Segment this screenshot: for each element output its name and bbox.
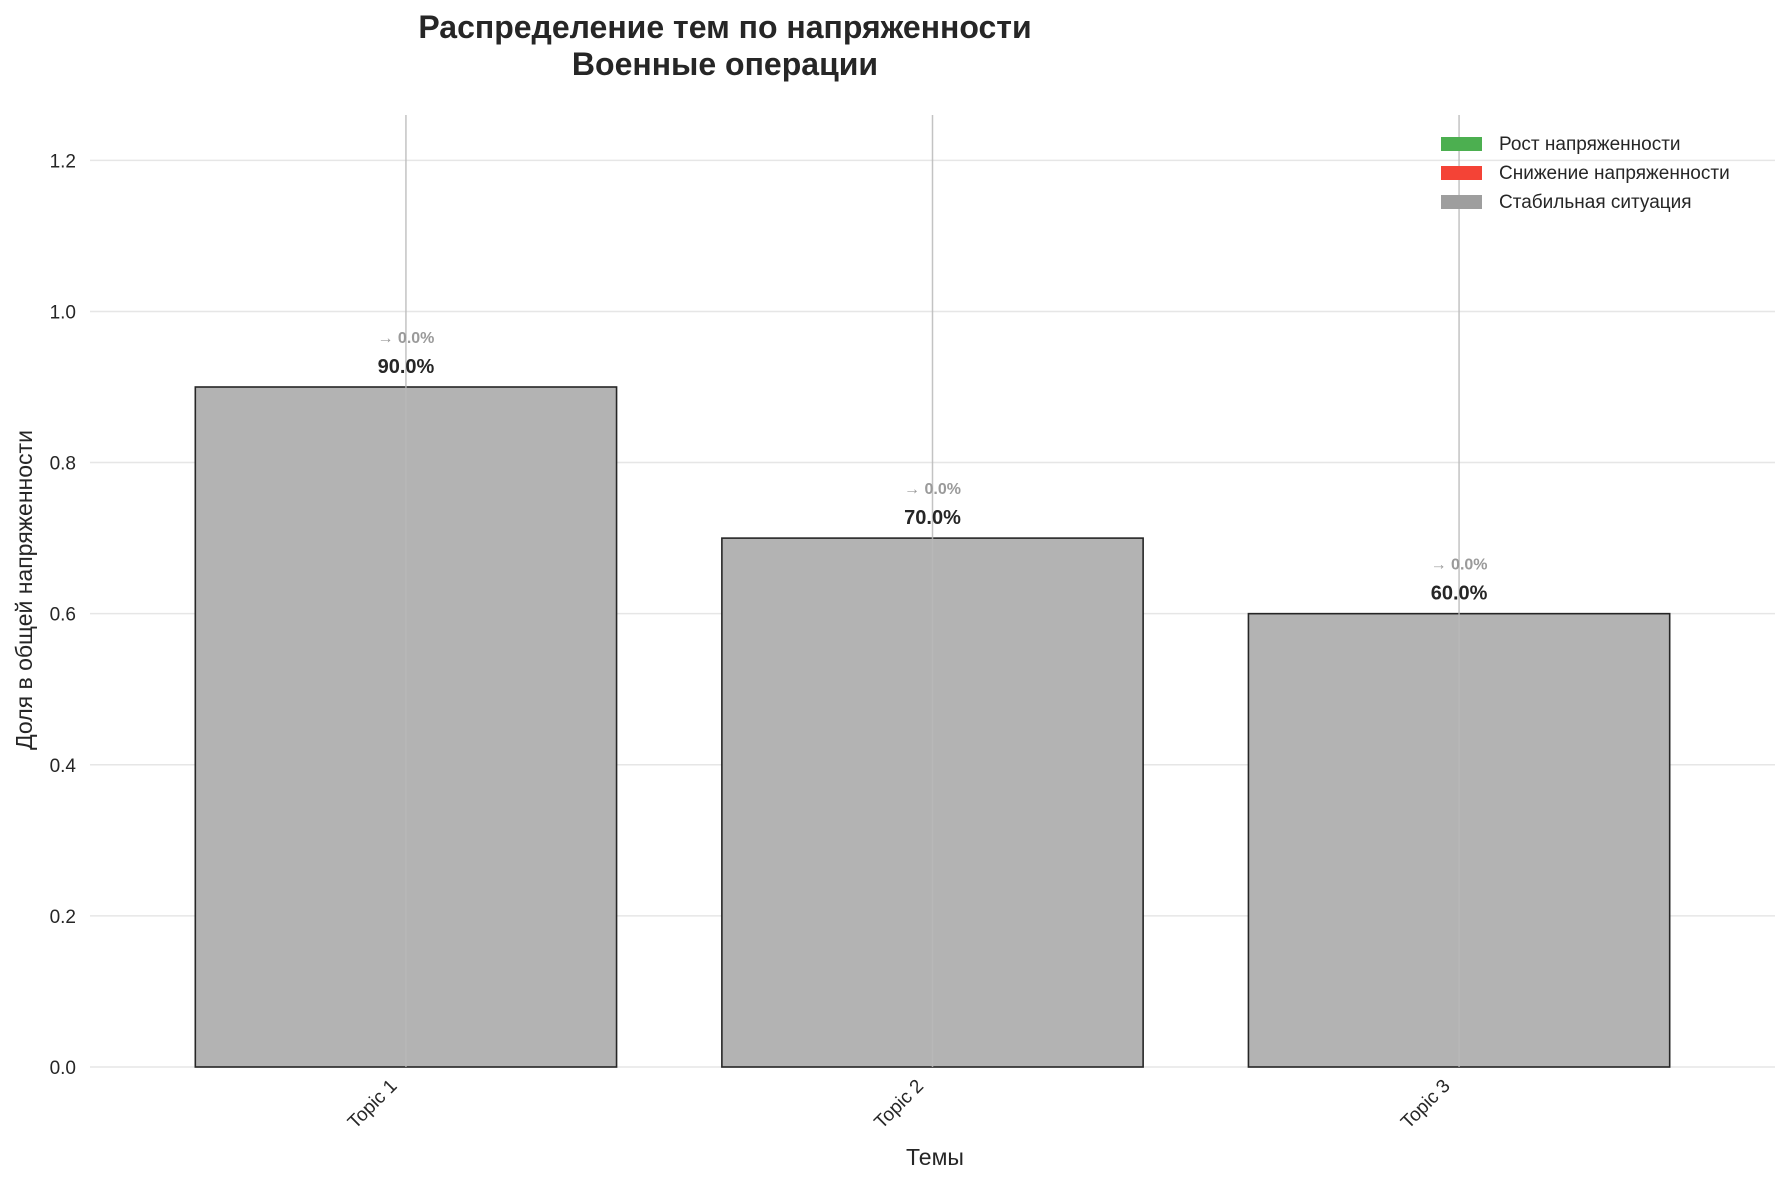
value-label: 90.0%: [378, 356, 435, 378]
y-tick-label: 0.2: [50, 907, 76, 928]
x-axis-ticks: Topic 1 Topic 2 Topic 3: [344, 1076, 1455, 1133]
legend-swatch: [1441, 166, 1482, 180]
legend-label: Снижение напряженности: [1499, 163, 1730, 184]
y-tick-label: 1.2: [50, 151, 76, 172]
legend-swatch: [1441, 195, 1482, 209]
y-axis-label: Доля в общей напряженности: [11, 430, 37, 750]
legend-label: Рост напряженности: [1499, 134, 1681, 155]
y-tick-label: 1.0: [50, 302, 76, 323]
x-tick-label: Topic 1: [344, 1076, 401, 1133]
change-label: → 0.0%: [377, 330, 434, 347]
y-tick-label: 0.6: [50, 605, 76, 626]
change-label: → 0.0%: [904, 481, 961, 498]
x-tick-label: Topic 3: [1397, 1076, 1454, 1133]
legend-label: Стабильная ситуация: [1499, 192, 1692, 213]
chart-title-line2: Военные операции: [572, 46, 878, 82]
y-tick-label: 0.8: [50, 454, 76, 475]
category-lines: [405, 115, 1460, 1067]
legend: Рост напряженности Снижение напряженности…: [1441, 134, 1730, 213]
chart-title-line1: Распределение тем по напряженности: [418, 9, 1031, 45]
value-label: 70.0%: [904, 507, 961, 529]
y-tick-label: 0.0: [50, 1058, 76, 1079]
x-tick-label: Topic 2: [871, 1076, 928, 1133]
value-label: 60.0%: [1431, 583, 1488, 605]
bar-labels: 90.0% → 0.0% 70.0% → 0.0% 60.0% → 0.0%: [377, 330, 1487, 605]
y-axis-ticks: 0.0 0.2 0.4 0.6 0.8 1.0 1.2: [50, 151, 77, 1079]
legend-swatch: [1441, 137, 1482, 151]
x-axis-label: Темы: [906, 1144, 964, 1170]
y-tick-label: 0.4: [50, 756, 77, 777]
change-label: → 0.0%: [1431, 557, 1488, 574]
